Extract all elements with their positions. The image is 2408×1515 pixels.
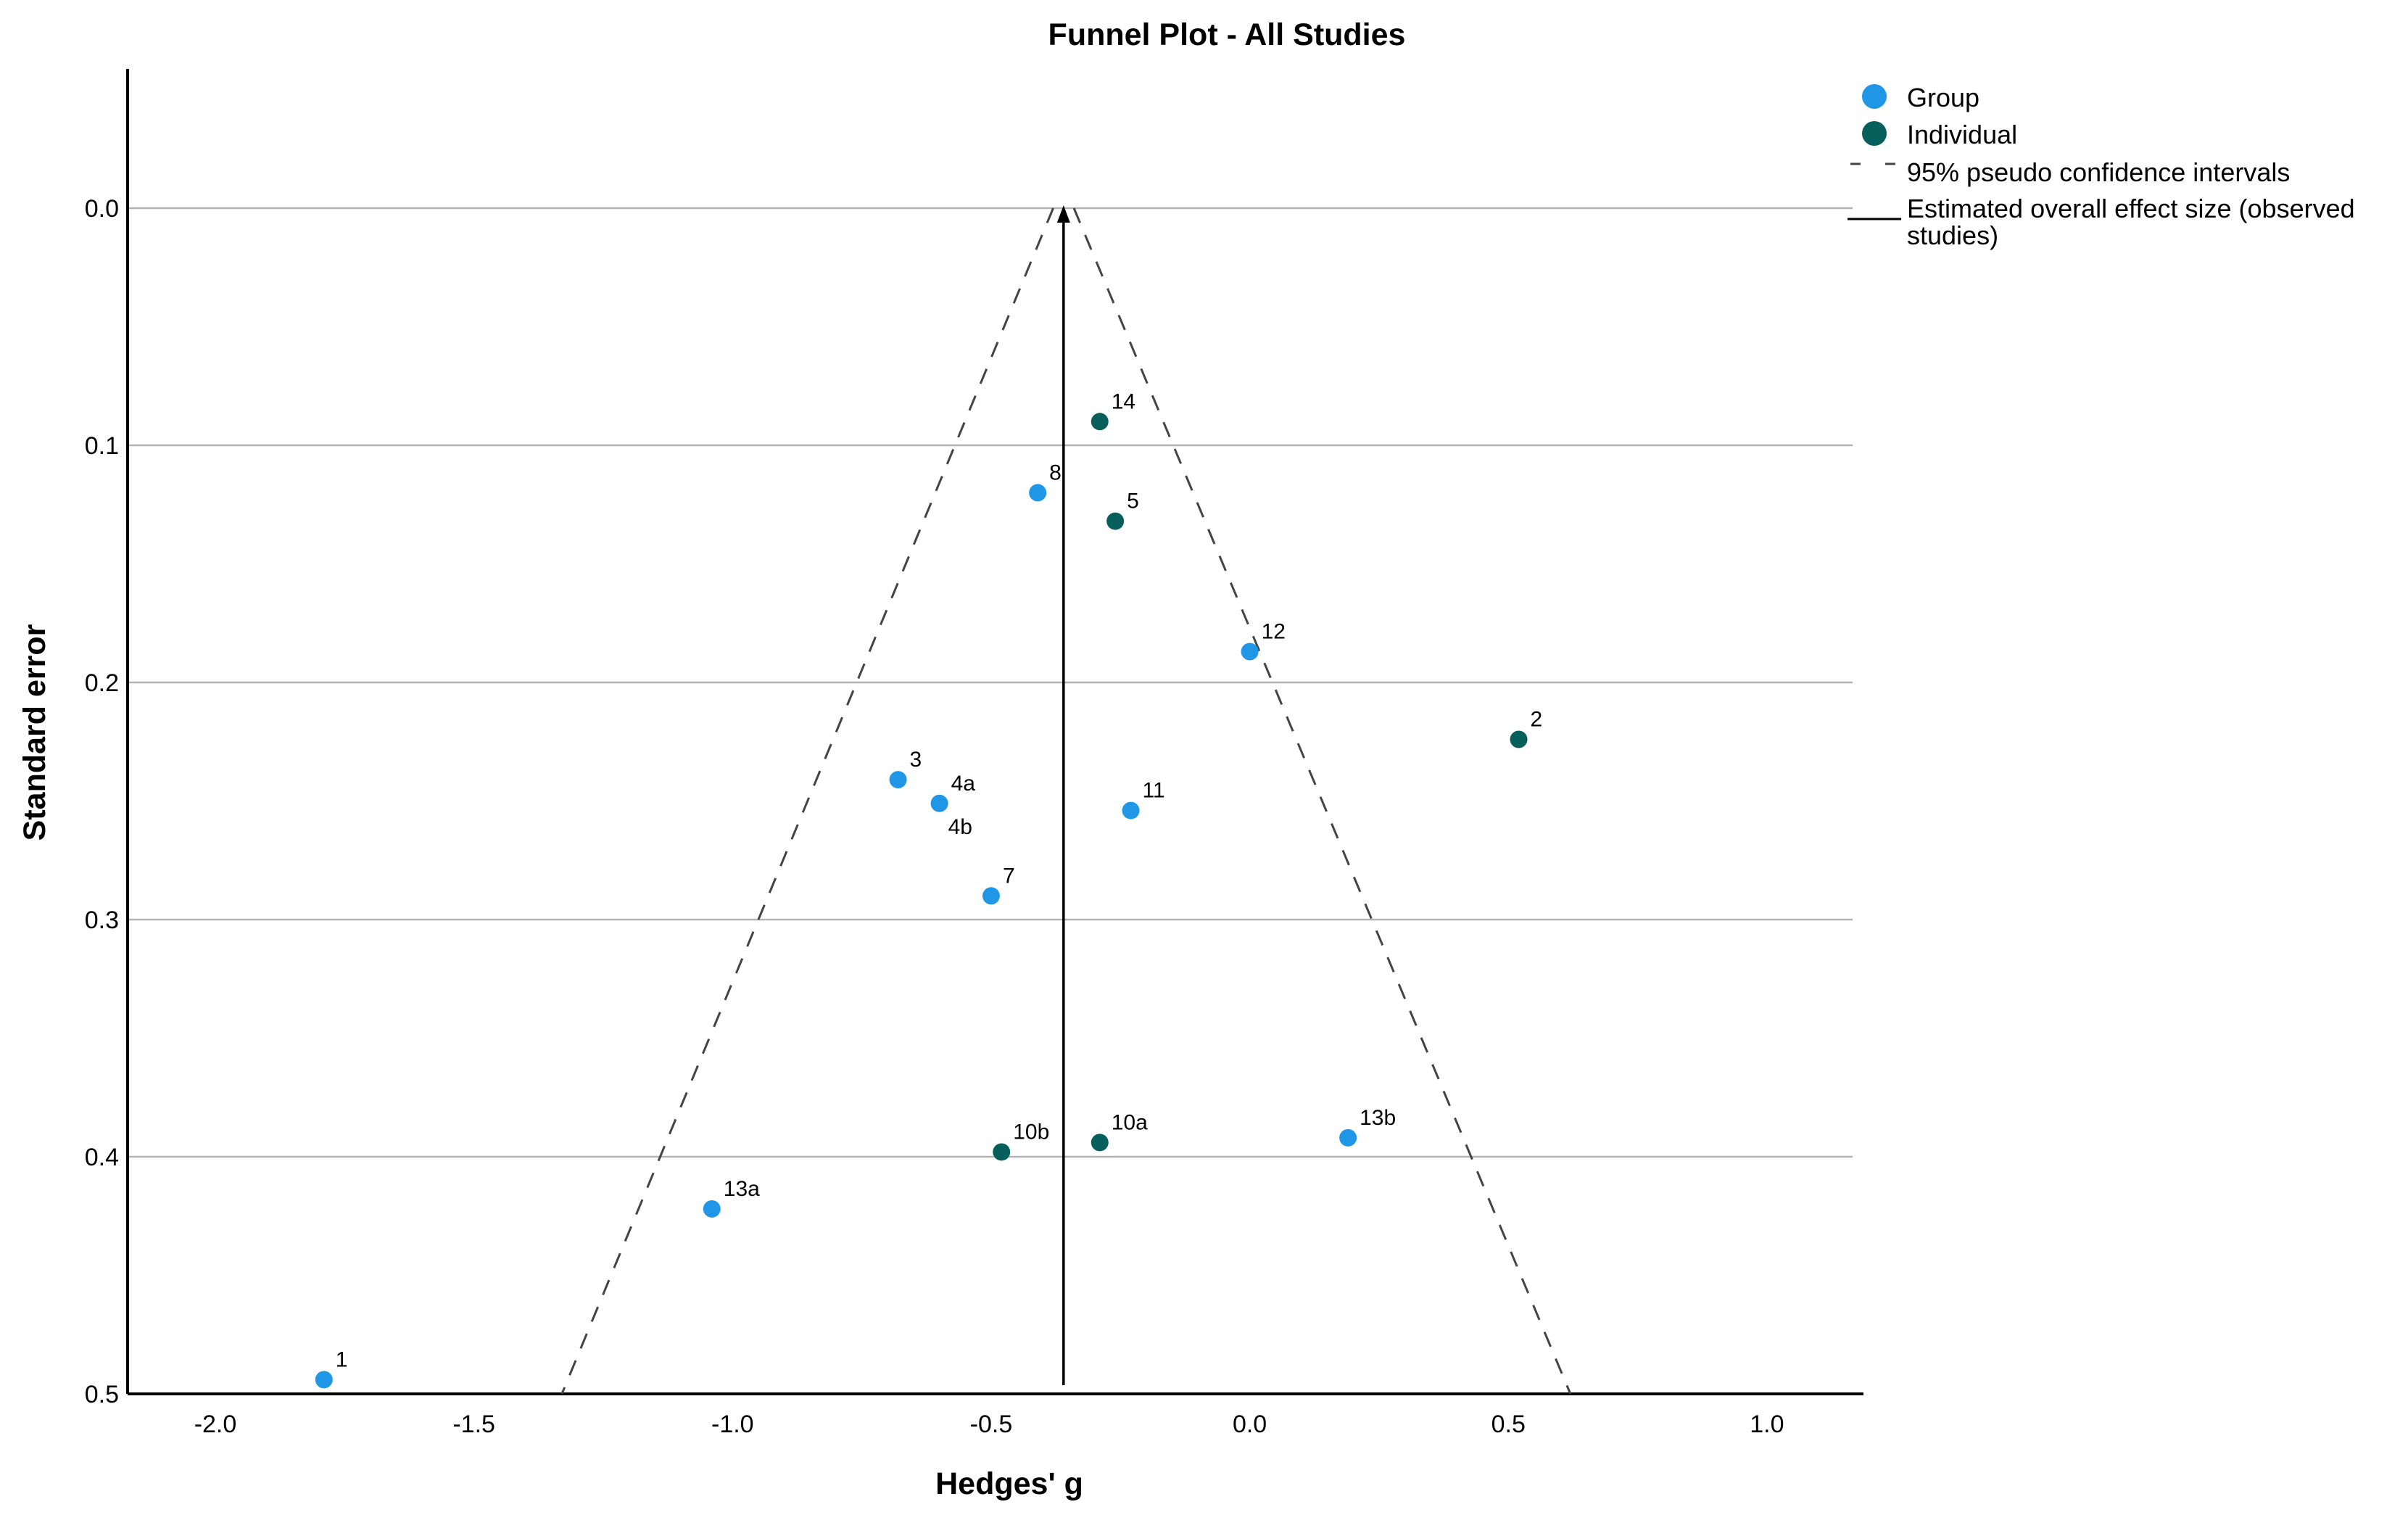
x-tick-label: 0.0 <box>1233 1411 1267 1438</box>
overall-effect-arrowhead <box>1056 205 1070 223</box>
x-axis-title: Hedges' g <box>935 1466 1083 1501</box>
y-axis-title: Standard error <box>17 624 52 841</box>
point-label-12: 12 <box>1262 619 1286 643</box>
overall-effect-line <box>1056 205 1070 1385</box>
data-point-1 <box>315 1371 333 1389</box>
y-tick-label: 0.4 <box>85 1144 119 1171</box>
legend-label: Group <box>1907 83 1979 112</box>
x-tick-label: 1.0 <box>1750 1411 1784 1438</box>
x-tick-label: -2.0 <box>194 1411 237 1438</box>
point-label-13a: 13a <box>724 1177 760 1201</box>
point-label-2: 2 <box>1531 707 1543 731</box>
ci-line-right <box>1072 207 1572 1395</box>
point-label-4b: 4b <box>948 815 972 839</box>
y-tick-label: 0.0 <box>85 195 119 223</box>
legend-marker-group <box>1862 84 1887 109</box>
point-label-7: 7 <box>1003 864 1015 888</box>
point-label-4a: 4a <box>951 772 976 796</box>
y-axis-ticks: 0.0 0.1 0.2 0.3 0.4 0.5 <box>85 195 119 1408</box>
gridlines <box>128 207 1853 1158</box>
data-point-13a <box>703 1200 721 1218</box>
data-point-10a <box>1091 1134 1109 1152</box>
data-point-7 <box>982 887 1000 905</box>
point-label-5: 5 <box>1127 490 1139 513</box>
chart-title: Funnel Plot - All Studies <box>1048 17 1406 52</box>
data-point-12 <box>1241 643 1259 661</box>
data-point-2 <box>1510 730 1528 748</box>
legend: Group Individual 95% pseudo confidence int… <box>1848 83 2355 250</box>
point-label-10a: 10a <box>1112 1110 1148 1134</box>
point-label-3: 3 <box>910 748 922 772</box>
confidence-interval-lines <box>560 207 1572 1395</box>
legend-label: Estimated overall effect size (observed <box>1907 194 2355 223</box>
point-labels: 8 12 3 4a 11 7 13b 13a 1 14 5 2 10b 10a 4b <box>336 389 1542 1371</box>
y-tick-label: 0.2 <box>85 669 119 697</box>
x-axis-ticks: -2.0 -1.5 -1.0 -0.5 0.0 0.5 1.0 <box>194 1411 1784 1438</box>
data-point-10b <box>993 1143 1011 1161</box>
data-point-4a <box>930 794 948 812</box>
legend-label: Individual <box>1907 120 2017 149</box>
y-tick-label: 0.1 <box>85 432 119 460</box>
point-label-13b: 13b <box>1360 1106 1396 1130</box>
legend-label-continued: studies) <box>1907 220 1998 250</box>
data-point-8 <box>1029 484 1047 502</box>
point-label-8: 8 <box>1049 461 1062 484</box>
x-tick-label: 0.5 <box>1491 1411 1526 1438</box>
legend-label: 95% pseudo confidence intervals <box>1907 157 2290 187</box>
data-point-3 <box>889 771 907 789</box>
x-tick-label: -1.0 <box>711 1411 754 1438</box>
data-point-5 <box>1106 512 1125 530</box>
data-points <box>315 413 1528 1389</box>
x-tick-label: -0.5 <box>970 1411 1013 1438</box>
data-point-14 <box>1091 413 1109 431</box>
y-tick-label: 0.3 <box>85 907 119 934</box>
legend-marker-individual <box>1862 121 1887 146</box>
point-label-1: 1 <box>336 1347 348 1371</box>
ci-line-left <box>560 207 1054 1395</box>
data-point-11 <box>1122 801 1140 820</box>
point-label-11: 11 <box>1143 779 1165 803</box>
point-label-14: 14 <box>1112 389 1135 413</box>
point-label-10b: 10b <box>1013 1120 1049 1144</box>
y-tick-label: 0.5 <box>85 1381 119 1408</box>
axes <box>126 69 1863 1395</box>
data-point-13b <box>1339 1128 1357 1147</box>
x-tick-label: -1.5 <box>452 1411 495 1438</box>
